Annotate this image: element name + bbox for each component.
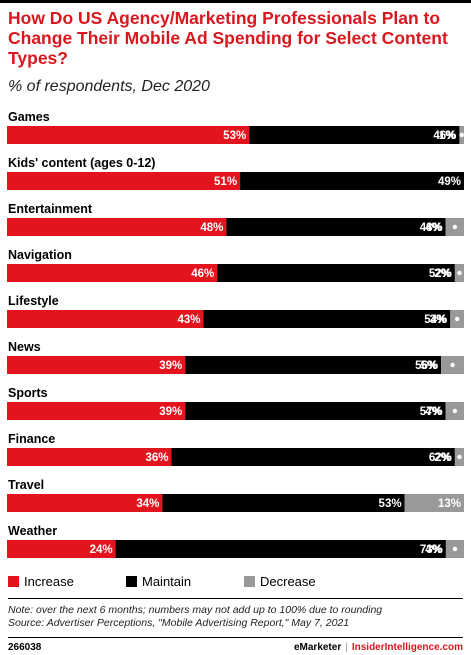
data-label-increase-games: 53% <box>223 130 246 142</box>
category-label-weather: Weather <box>8 524 57 538</box>
legend-label-maintain: Maintain <box>142 574 192 589</box>
data-label-maintain-navigation: 52% <box>429 268 452 280</box>
bar-maintain-lifestyle <box>203 310 451 328</box>
data-label-maintain-travel: 53% <box>379 498 402 510</box>
data-label-decrease-entertainment: 4% <box>425 222 442 234</box>
top-rule <box>0 0 471 3</box>
footer-notes: Note: over the next 6 months; numbers ma… <box>8 604 463 630</box>
data-label-increase-entertainment: 48% <box>200 222 223 234</box>
category-label-games: Games <box>8 110 50 124</box>
footnote: Note: over the next 6 months; numbers ma… <box>8 604 383 616</box>
data-label-marker-sports <box>452 408 458 414</box>
category-label-travel: Travel <box>8 478 44 492</box>
data-label-maintain-entertainment: 48% <box>420 222 443 234</box>
bar-maintain-sports <box>185 402 446 420</box>
bar-maintain-entertainment <box>226 218 446 236</box>
category-label-sports: Sports <box>8 386 48 400</box>
bar-increase-finance <box>7 448 172 466</box>
data-label-decrease-sports: 4% <box>425 406 442 418</box>
bar-increase-entertainment <box>7 218 227 236</box>
data-label-marker-finance <box>457 454 462 460</box>
data-label-increase-lifestyle: 43% <box>177 314 200 326</box>
chart-title: How Do US Agency/Marketing Professionals… <box>8 8 448 68</box>
bar-maintain-travel <box>162 494 405 512</box>
data-label-increase-weather: 24% <box>90 544 113 556</box>
data-label-increase-news: 39% <box>159 360 182 372</box>
data-label-marker-news <box>450 362 455 368</box>
bar-increase-news <box>7 356 186 374</box>
bar-maintain-news <box>185 356 442 374</box>
category-label-kids-content-ages-0-12: Kids' content (ages 0-12) <box>8 156 155 170</box>
brand-emarketer: eMarketer <box>293 642 342 653</box>
bar-increase-games <box>7 126 250 144</box>
bar-increase-lifestyle <box>7 310 204 328</box>
bar-increase-kids-content-ages-0-12 <box>7 172 241 190</box>
bar-maintain-weather <box>115 540 446 558</box>
data-label-decrease-weather: 4% <box>425 544 442 556</box>
legend-swatch-increase <box>8 576 19 587</box>
data-label-marker-weather <box>452 546 458 552</box>
brand-insider-intelligence: InsiderIntelligence.com <box>351 642 463 653</box>
footer-divider <box>8 598 463 599</box>
bar-increase-navigation <box>7 264 218 282</box>
category-label-finance: Finance <box>8 432 55 446</box>
data-label-increase-finance: 36% <box>145 452 168 464</box>
data-label-maintain-lifestyle: 54% <box>424 314 447 326</box>
data-label-decrease-news: 5% <box>421 360 438 372</box>
bar-decrease-travel <box>404 494 464 512</box>
data-label-increase-kids-content-ages-0-12: 51% <box>214 176 237 188</box>
legend-item-decrease: Decrease <box>244 574 316 589</box>
legend-swatch-maintain <box>126 576 137 587</box>
data-label-decrease-navigation: 2% <box>434 268 451 280</box>
bar-maintain-finance <box>171 448 455 466</box>
legend-label-decrease: Decrease <box>260 574 316 589</box>
legend-item-increase: Increase <box>8 574 74 589</box>
data-label-decrease-finance: 2% <box>434 452 451 464</box>
data-label-increase-navigation: 46% <box>191 268 214 280</box>
legend-swatch-decrease <box>244 576 255 587</box>
chart-subtitle: % of respondents, Dec 2020 <box>8 78 210 95</box>
brand-separator: | <box>345 642 348 653</box>
category-label-entertainment: Entertainment <box>8 202 93 216</box>
category-label-lifestyle: Lifestyle <box>8 294 59 308</box>
data-label-decrease-lifestyle: 3% <box>430 314 447 326</box>
data-label-maintain-kids-content-ages-0-12: 49% <box>438 176 461 188</box>
chart-id: 266038 <box>8 642 42 653</box>
bar-increase-weather <box>7 540 116 558</box>
data-label-marker-games <box>459 132 464 138</box>
source-line: Source: Advertiser Perceptions, "Mobile … <box>8 617 350 629</box>
data-label-maintain-news: 56% <box>415 360 438 372</box>
footer-divider-bottom <box>8 637 463 638</box>
category-label-news: News <box>8 340 41 354</box>
data-label-marker-entertainment <box>452 224 458 230</box>
bar-maintain-navigation <box>217 264 455 282</box>
category-label-navigation: Navigation <box>8 248 72 262</box>
bar-increase-sports <box>7 402 186 420</box>
footer-brand: eMarketer | InsiderIntelligence.com <box>294 642 463 653</box>
data-label-decrease-travel: 13% <box>438 498 461 510</box>
bar-increase-travel <box>7 494 163 512</box>
data-label-marker-lifestyle <box>454 316 460 322</box>
data-label-increase-travel: 34% <box>136 498 159 510</box>
legend-item-maintain: Maintain <box>126 574 191 589</box>
data-label-maintain-sports: 57% <box>420 406 443 418</box>
data-label-marker-navigation <box>457 270 462 276</box>
legend-label-increase: Increase <box>24 574 74 589</box>
bar-maintain-kids-content-ages-0-12 <box>240 172 464 190</box>
data-label-increase-sports: 39% <box>159 406 182 418</box>
data-label-maintain-weather: 73% <box>420 544 443 556</box>
bar-maintain-games <box>249 126 460 144</box>
data-label-maintain-finance: 62% <box>429 452 452 464</box>
data-label-maintain-games: 46% <box>433 130 456 142</box>
data-label-decrease-games: 1% <box>439 130 456 142</box>
